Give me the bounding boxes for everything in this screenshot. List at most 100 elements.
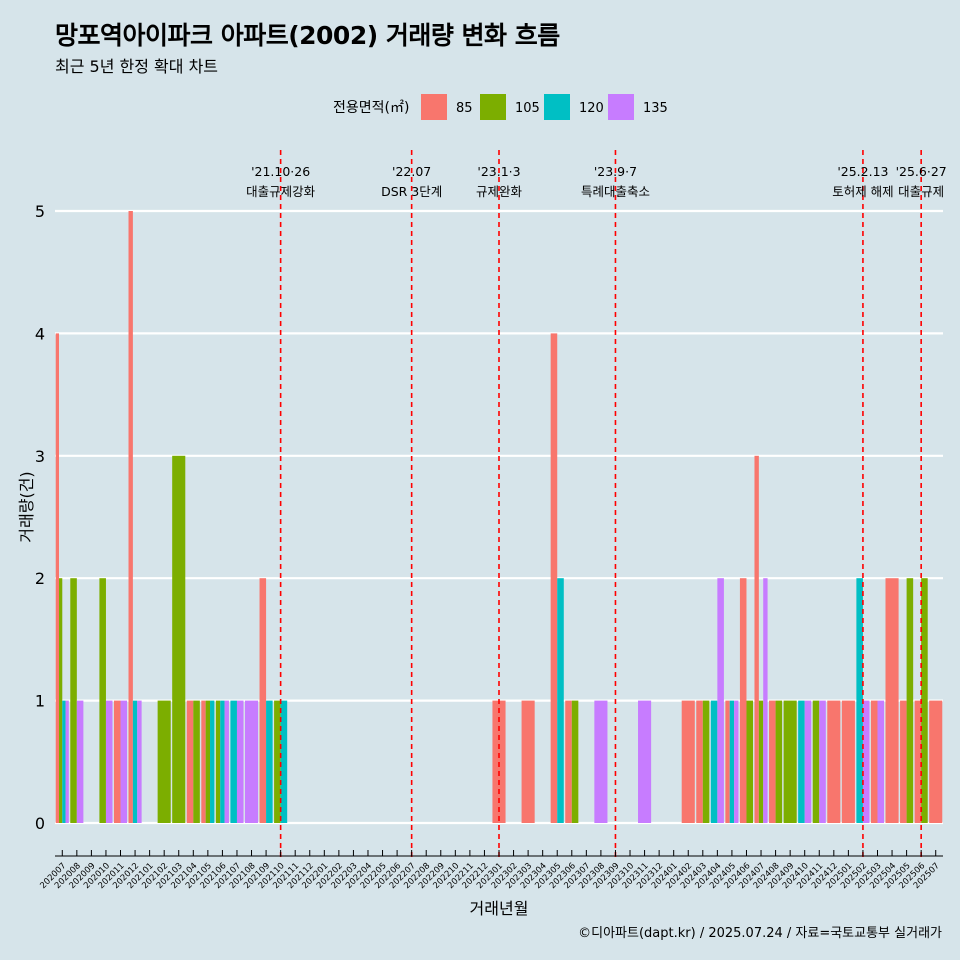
y-tick-label: 3 <box>35 447 45 466</box>
event-name-label: 규제완화 <box>476 184 523 199</box>
legend-swatch-105 <box>480 94 506 120</box>
bar-120 <box>856 578 863 823</box>
legend-swatch-120 <box>544 94 570 120</box>
bar-135 <box>804 700 812 823</box>
bar-120 <box>729 700 735 823</box>
bar-120 <box>798 700 805 823</box>
bar-105 <box>157 700 171 823</box>
bar-120 <box>710 700 718 823</box>
bar-135 <box>877 700 885 823</box>
bar-135 <box>594 700 608 823</box>
bar-105 <box>215 700 221 823</box>
event-date-label: '25.2.13 <box>837 164 888 179</box>
bar-85 <box>186 700 194 823</box>
bar-85 <box>885 578 899 823</box>
bar-120 <box>62 700 66 823</box>
bar-105 <box>775 700 783 823</box>
bar-120 <box>557 578 564 823</box>
event-date-label: '22.07 <box>392 164 431 179</box>
legend-label-120: 120 <box>579 101 604 116</box>
y-tick-label: 0 <box>35 814 45 833</box>
bar-135 <box>105 700 113 823</box>
bar-105 <box>906 578 914 823</box>
bar-105 <box>702 700 710 823</box>
bar-85 <box>929 700 943 823</box>
event-date-label: '21.10·26 <box>251 164 310 179</box>
bar-105 <box>571 700 579 823</box>
bar-105 <box>274 700 281 823</box>
bar-85 <box>725 700 730 823</box>
event-date-label: '23.9·7 <box>594 164 637 179</box>
bar-135 <box>137 700 142 823</box>
event-name-label: 특례대출축소 <box>581 184 650 199</box>
bar-85 <box>914 700 922 823</box>
bar-85 <box>681 700 695 823</box>
y-tick-label: 2 <box>35 569 45 588</box>
bar-85 <box>201 700 206 823</box>
bar-120 <box>132 700 138 823</box>
event-name-label: DSR 3단계 <box>381 184 442 199</box>
bar-105 <box>812 700 820 823</box>
bar-105 <box>99 578 106 823</box>
bar-85 <box>113 700 121 823</box>
bar-120 <box>230 700 237 823</box>
bar-135 <box>763 578 768 823</box>
bar-85 <box>492 700 506 823</box>
legend-title: 전용면적(㎡) <box>333 100 409 116</box>
bar-85 <box>870 700 878 823</box>
chart-subtitle: 최근 5년 한정 확대 차트 <box>55 57 219 76</box>
bar-120 <box>220 700 225 823</box>
bar-135 <box>244 700 259 823</box>
bar-85 <box>696 700 703 823</box>
legend-swatch-85 <box>421 94 447 120</box>
bar-135 <box>224 700 229 823</box>
source-caption: ©디아파트(dapt.kr) / 2025.07.24 / 자료=국토교통부 실… <box>578 926 942 941</box>
bar-85 <box>769 700 776 823</box>
bar-135 <box>734 700 739 823</box>
bar-105 <box>193 700 200 823</box>
x-axis-title: 거래년월 <box>470 899 529 918</box>
bar-135 <box>120 700 128 823</box>
bar-85 <box>841 700 855 823</box>
y-axis-title: 거래량(건) <box>17 471 36 542</box>
y-tick-label: 1 <box>35 692 45 711</box>
y-tick-label: 4 <box>35 324 45 343</box>
legend-label-135: 135 <box>643 101 668 116</box>
bar-85 <box>128 211 133 823</box>
bar-85 <box>827 700 841 823</box>
event-name-label: 토허제 해제 <box>832 184 893 199</box>
bar-135 <box>236 700 244 823</box>
y-tick-label: 5 <box>35 202 45 221</box>
event-date-label: '23.1·3 <box>477 164 520 179</box>
bar-135 <box>819 700 826 823</box>
bar-85 <box>565 700 572 823</box>
bar-135 <box>638 700 652 823</box>
legend-label-105: 105 <box>515 101 540 116</box>
bar-120 <box>210 700 215 823</box>
bar-105 <box>205 700 211 823</box>
bar-105 <box>921 578 928 823</box>
bar-135 <box>862 700 870 823</box>
bar-105 <box>783 700 797 823</box>
bar-85 <box>259 578 267 823</box>
bar-85 <box>739 578 747 823</box>
bar-120 <box>266 700 273 823</box>
bar-85 <box>900 700 907 823</box>
event-name-label: 대출규제 <box>898 184 944 199</box>
chart-title: 망포역아이파크 아파트(2002) 거래량 변화 흐름 <box>55 21 560 50</box>
bar-135 <box>65 700 69 823</box>
bar-105 <box>59 578 63 823</box>
legend-swatch-135 <box>608 94 634 120</box>
bar-85 <box>55 333 60 823</box>
bar-105 <box>172 455 186 823</box>
bar-85 <box>754 455 759 823</box>
bar-120 <box>280 700 288 823</box>
bar-135 <box>717 578 724 823</box>
bar-105 <box>746 700 754 823</box>
bar-105 <box>758 700 764 823</box>
event-name-label: 대출규제강화 <box>246 184 316 199</box>
event-date-label: '25.6·27 <box>896 164 947 179</box>
legend-label-85: 85 <box>456 101 473 116</box>
bar-135 <box>76 700 84 823</box>
